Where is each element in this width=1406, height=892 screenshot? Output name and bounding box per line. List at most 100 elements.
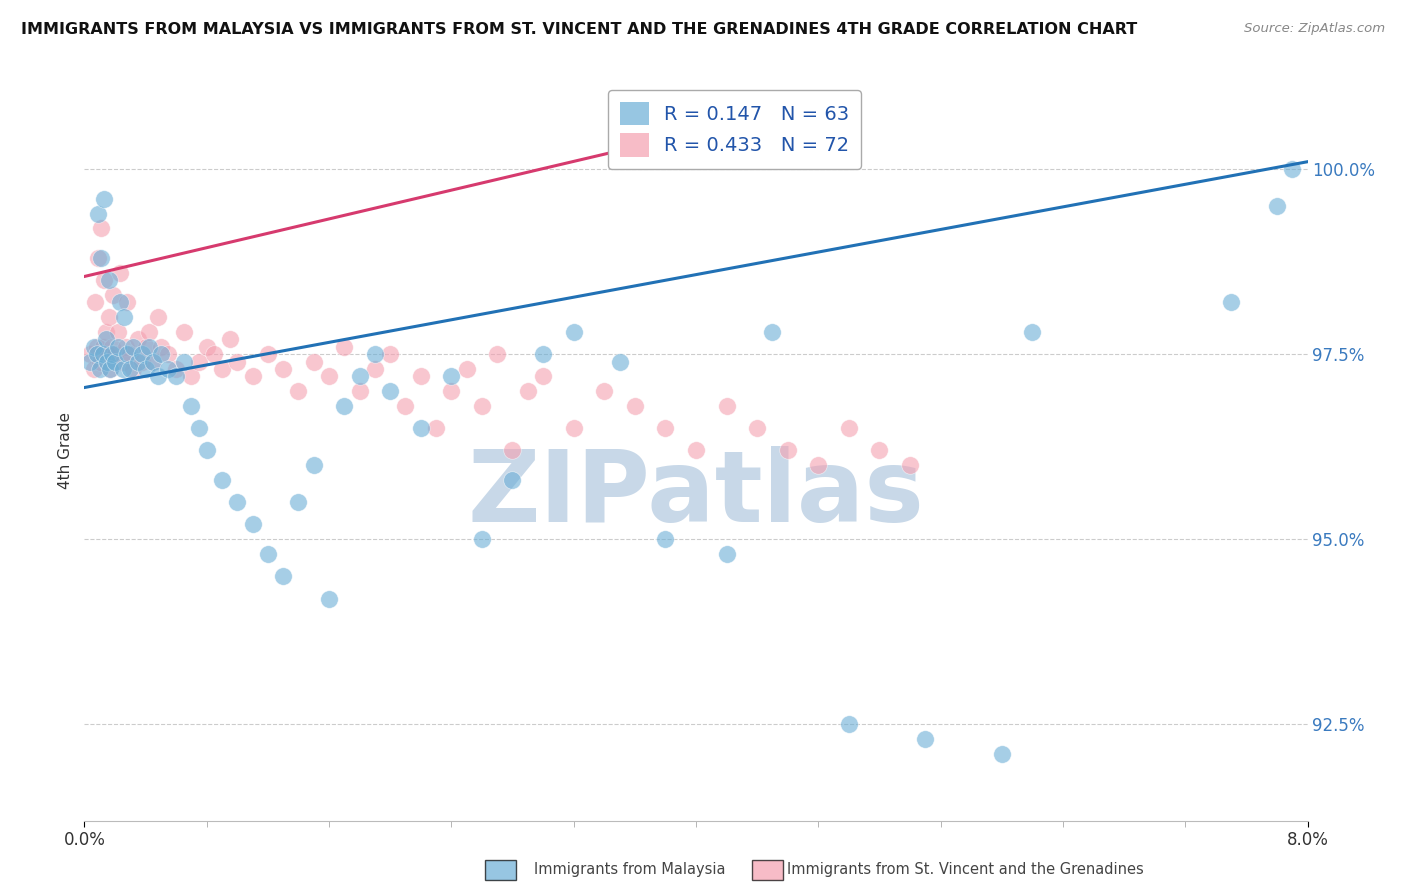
Point [87, 251, 110, 265]
Point [131, 347, 153, 361]
Point [98, 362, 121, 376]
Point [364, 362, 387, 376]
Point [333, 340, 356, 354]
Point [107, 325, 129, 339]
Point [685, 443, 707, 458]
Point [776, 443, 799, 458]
Point [101, 340, 124, 354]
Point [122, 340, 145, 354]
Point [86, 340, 108, 354]
Point [108, 266, 131, 280]
Point [101, 347, 124, 361]
Point [761, 325, 783, 339]
Point [111, 354, 134, 368]
Legend: R = 0.147   N = 63, R = 0.433   N = 72: R = 0.147 N = 63, R = 0.433 N = 72 [607, 90, 860, 169]
Point [127, 333, 149, 347]
Point [562, 325, 585, 339]
Point [90, 251, 112, 265]
Point [135, 362, 157, 376]
Point [89, 354, 111, 368]
Point [991, 747, 1014, 761]
Point [349, 384, 371, 399]
Point [86, 347, 108, 361]
Point [562, 421, 585, 435]
Point [104, 354, 127, 368]
Point [90, 221, 112, 235]
Point [188, 421, 211, 435]
Point [502, 443, 524, 458]
Point [257, 547, 280, 561]
Point [97, 310, 120, 325]
Point [93, 273, 115, 287]
Point [157, 347, 180, 361]
Point [91, 340, 114, 354]
Point [195, 340, 218, 354]
Point [93, 192, 115, 206]
Point [380, 384, 402, 399]
Point [1021, 325, 1043, 339]
Point [149, 347, 172, 361]
Point [202, 347, 225, 361]
Point [380, 347, 402, 361]
Point [898, 458, 921, 473]
Point [114, 340, 136, 354]
Point [287, 495, 309, 509]
Point [624, 399, 647, 413]
Point [531, 369, 554, 384]
Point [112, 310, 135, 325]
Point [425, 421, 447, 435]
Point [516, 384, 538, 399]
Point [364, 347, 387, 361]
Point [94, 333, 117, 347]
Point [716, 547, 738, 561]
Point [716, 399, 738, 413]
Text: Immigrants from Malaysia: Immigrants from Malaysia [534, 863, 725, 877]
Point [165, 362, 187, 376]
Point [654, 533, 676, 547]
Point [146, 310, 169, 325]
Point [242, 369, 264, 384]
Point [218, 333, 240, 347]
Point [96, 354, 118, 368]
Point [838, 421, 860, 435]
Point [165, 369, 187, 384]
Point [83, 340, 105, 354]
Point [115, 347, 138, 361]
Point [471, 399, 494, 413]
Point [111, 362, 134, 376]
Point [79, 354, 101, 368]
Point [195, 443, 218, 458]
Point [593, 384, 616, 399]
Point [226, 495, 249, 509]
Point [609, 354, 631, 368]
Point [914, 732, 936, 747]
Point [138, 340, 160, 354]
Point [211, 362, 233, 376]
Point [79, 347, 101, 361]
Point [188, 354, 211, 368]
Point [120, 362, 142, 376]
Point [98, 362, 121, 376]
Text: IMMIGRANTS FROM MALAYSIA VS IMMIGRANTS FROM ST. VINCENT AND THE GRENADINES 4TH G: IMMIGRANTS FROM MALAYSIA VS IMMIGRANTS F… [21, 22, 1137, 37]
Point [135, 340, 157, 354]
Point [531, 347, 554, 361]
Point [486, 347, 509, 361]
Point [1265, 199, 1288, 213]
Point [654, 421, 676, 435]
Point [318, 369, 340, 384]
Point [440, 369, 463, 384]
Point [271, 362, 294, 376]
Point [349, 369, 371, 384]
Point [107, 340, 129, 354]
Point [87, 206, 110, 220]
Point [257, 347, 280, 361]
Point [91, 347, 114, 361]
Point [84, 295, 107, 310]
Point [180, 399, 202, 413]
Point [287, 384, 309, 399]
Text: Source: ZipAtlas.com: Source: ZipAtlas.com [1244, 22, 1385, 36]
Point [142, 354, 165, 368]
Point [409, 369, 432, 384]
Point [142, 354, 165, 368]
Point [456, 362, 478, 376]
